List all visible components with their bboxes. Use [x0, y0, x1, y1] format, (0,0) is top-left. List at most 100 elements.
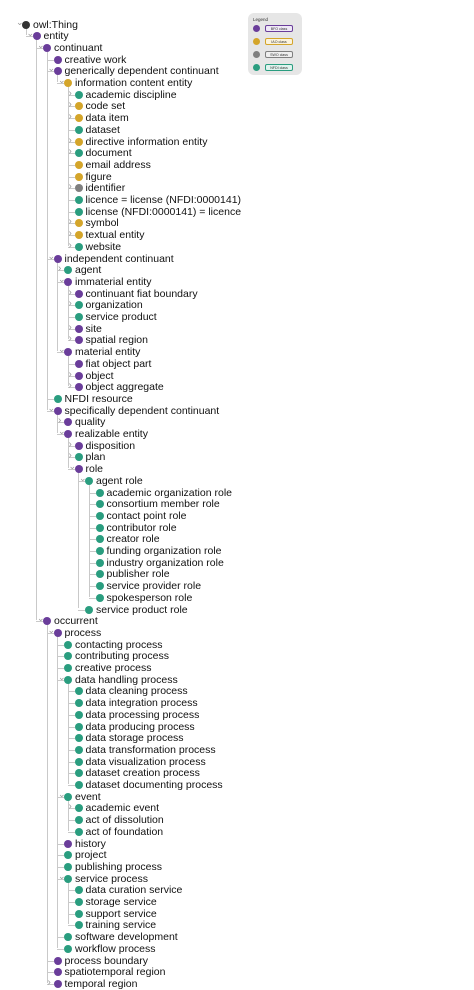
chevron-right-icon[interactable]: › — [68, 333, 72, 345]
tree-node[interactable]: fiat object part — [74, 358, 151, 370]
tree-node[interactable]: occurrent — [43, 615, 98, 627]
chevron-right-icon[interactable]: › — [68, 146, 72, 158]
tree-node[interactable]: creative work — [53, 54, 126, 66]
tree-node[interactable]: data visualization process — [74, 756, 206, 768]
tree-node[interactable]: email address — [74, 159, 151, 171]
chevron-right-icon[interactable]: › — [68, 134, 72, 146]
tree-node[interactable]: agent role — [85, 475, 143, 487]
tree-node[interactable]: licence = license (NFDI:0000141) — [74, 194, 241, 206]
tree-node[interactable]: funding organization role — [95, 545, 222, 557]
chevron-down-icon[interactable]: ⌄ — [37, 613, 45, 624]
tree-node[interactable]: creator role — [95, 533, 160, 545]
tree-node[interactable]: dataset — [74, 124, 120, 136]
tree-node[interactable]: spatiotemporal region — [53, 966, 165, 978]
chevron-down-icon[interactable]: ⌄ — [58, 273, 66, 284]
tree-node[interactable]: academic discipline — [74, 89, 177, 101]
chevron-down-icon[interactable]: ⌄ — [47, 63, 56, 74]
tree-node[interactable]: NFDI resource — [53, 393, 133, 405]
tree-node[interactable]: contact point role — [95, 510, 186, 522]
chevron-down-icon[interactable]: ⌄ — [58, 870, 66, 881]
chevron-right-icon[interactable]: › — [68, 801, 72, 813]
tree-node[interactable]: organization — [74, 299, 143, 311]
chevron-down-icon[interactable]: ⌄ — [58, 426, 66, 436]
tree-node[interactable]: spokesperson role — [95, 592, 192, 604]
tree-node[interactable]: contacting process — [64, 639, 163, 651]
tree-node[interactable]: owl:Thing — [22, 19, 78, 31]
tree-node[interactable]: support service — [74, 908, 157, 920]
tree-node[interactable]: independent continuant — [53, 253, 174, 265]
tree-node[interactable]: textual entity — [74, 229, 144, 241]
tree-node[interactable]: object aggregate — [74, 381, 164, 393]
chevron-right-icon[interactable]: › — [68, 99, 72, 111]
chevron-right-icon[interactable]: › — [68, 239, 72, 251]
tree-node[interactable]: continuant fiat boundary — [74, 288, 198, 300]
tree-node[interactable]: generically dependent continuant — [53, 65, 219, 77]
tree-node[interactable]: training service — [74, 919, 156, 931]
tree-node[interactable]: academic organization role — [95, 487, 232, 499]
chevron-right-icon[interactable]: › — [68, 228, 72, 240]
chevron-down-icon[interactable]: ⌄ — [16, 16, 24, 27]
tree-node[interactable]: document — [74, 147, 132, 159]
tree-node[interactable]: directive information entity — [74, 136, 207, 148]
tree-node[interactable]: license (NFDI:0000141) = licence — [74, 206, 241, 218]
tree-node[interactable]: object — [74, 370, 114, 382]
tree-node[interactable]: realizable entity — [64, 428, 148, 440]
tree-node[interactable]: data integration process — [74, 697, 198, 709]
tree-node[interactable]: data cleaning process — [74, 685, 188, 697]
tree-node[interactable]: symbol — [74, 217, 119, 229]
chevron-down-icon[interactable]: ⌄ — [26, 28, 35, 39]
tree-node[interactable]: creative process — [64, 662, 151, 674]
chevron-right-icon[interactable]: › — [68, 87, 72, 99]
tree-node[interactable]: data storage process — [74, 732, 184, 744]
tree-node[interactable]: service product — [74, 311, 157, 323]
tree-node[interactable]: dataset creation process — [74, 767, 200, 779]
tree-node[interactable]: academic event — [74, 802, 159, 814]
chevron-right-icon[interactable]: › — [68, 450, 72, 462]
tree-node[interactable]: figure — [74, 171, 112, 183]
tree-node[interactable]: event — [64, 791, 101, 803]
tree-node[interactable]: industry organization role — [95, 557, 224, 569]
tree-node[interactable]: plan — [74, 451, 105, 463]
tree-node[interactable]: disposition — [74, 440, 135, 452]
tree-node[interactable]: data handling process — [64, 674, 178, 686]
tree-node[interactable]: temporal region — [53, 978, 137, 990]
chevron-right-icon[interactable]: › — [68, 216, 72, 228]
chevron-right-icon[interactable]: › — [68, 368, 72, 380]
chevron-down-icon[interactable]: ⌄ — [47, 402, 56, 413]
tree-node[interactable]: contributor role — [95, 522, 177, 534]
tree-node[interactable]: contributing process — [64, 650, 169, 662]
tree-node[interactable]: act of foundation — [74, 826, 163, 838]
chevron-down-icon[interactable]: ⌄ — [79, 472, 87, 483]
tree-node[interactable]: immaterial entity — [64, 276, 151, 288]
tree-node[interactable]: role — [74, 463, 103, 475]
tree-node[interactable]: software development — [64, 931, 178, 943]
tree-node[interactable]: process — [53, 627, 101, 639]
chevron-right-icon[interactable]: › — [68, 286, 72, 298]
tree-node[interactable]: service product role — [85, 604, 188, 616]
chevron-down-icon[interactable]: ⌄ — [47, 624, 56, 635]
tree-node[interactable]: data transformation process — [74, 744, 216, 756]
tree-node[interactable]: website — [74, 241, 121, 253]
chevron-down-icon[interactable]: ⌄ — [58, 788, 66, 799]
tree-node[interactable]: act of dissolution — [74, 814, 164, 826]
chevron-right-icon[interactable]: › — [58, 263, 62, 275]
tree-node[interactable]: publisher role — [95, 568, 170, 580]
chevron-down-icon[interactable]: ⌄ — [68, 461, 77, 472]
tree-node[interactable]: information content entity — [64, 77, 192, 89]
chevron-right-icon[interactable]: › — [68, 438, 72, 450]
tree-node[interactable]: identifier — [74, 182, 125, 194]
chevron-down-icon[interactable]: ⌄ — [58, 75, 66, 85]
chevron-down-icon[interactable]: ⌄ — [58, 671, 66, 682]
chevron-down-icon[interactable]: ⌄ — [58, 344, 66, 355]
chevron-down-icon[interactable]: ⌄ — [47, 250, 56, 261]
tree-node[interactable]: data processing process — [74, 709, 199, 721]
tree-node[interactable]: publishing process — [64, 861, 162, 873]
tree-node[interactable]: service process — [64, 873, 148, 885]
tree-node[interactable]: site — [74, 323, 102, 335]
tree-node[interactable]: dataset documenting process — [74, 779, 223, 791]
tree-node[interactable]: quality — [64, 416, 105, 428]
tree-node[interactable]: project — [64, 849, 107, 861]
tree-node[interactable]: material entity — [64, 346, 140, 358]
tree-node[interactable]: continuant — [43, 42, 102, 54]
tree-node[interactable]: data item — [74, 112, 129, 124]
